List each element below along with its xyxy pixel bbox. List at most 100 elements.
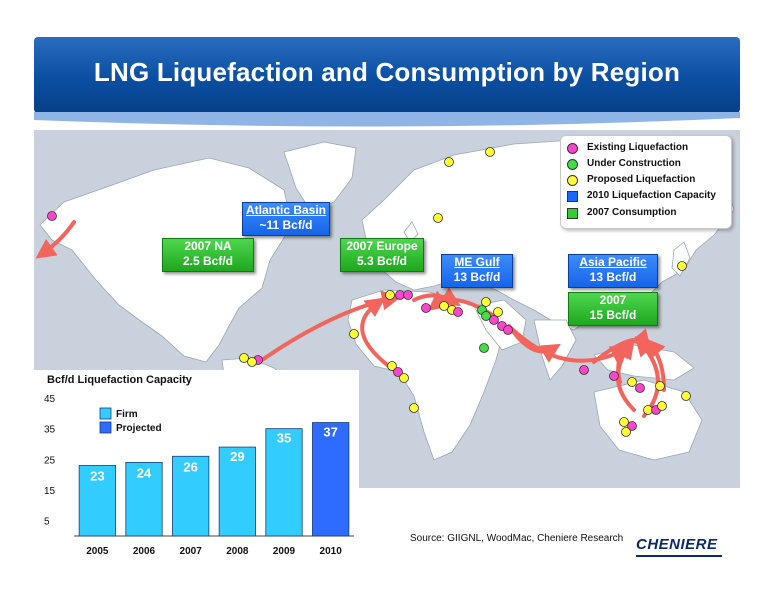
bar	[172, 455, 210, 537]
bar-value-label: 26	[183, 459, 197, 474]
marker-proposed	[481, 297, 491, 307]
capacity-chart-title: Bcf/d Liquefaction Capacity	[47, 374, 192, 386]
marker-proposed	[409, 403, 419, 413]
marker-existing	[489, 315, 499, 325]
marker-proposed	[439, 301, 449, 311]
marker-proposed	[247, 357, 257, 367]
callout-atlantic-basin: Atlantic Basin ~11 Bcf/d	[242, 202, 330, 236]
chart-legend-label-firm: Firm	[116, 409, 138, 420]
marker-existing	[403, 290, 413, 300]
x-tick-label: 2010	[320, 546, 343, 557]
marker-proposed	[385, 290, 395, 300]
terminal-markers	[47, 147, 691, 437]
marker-existing	[635, 383, 645, 393]
marker-proposed	[621, 427, 631, 437]
map-legend: Existing Liquefaction Under Construction…	[560, 135, 732, 229]
x-tick-label: 2005	[86, 546, 109, 557]
marker-existing	[503, 325, 513, 335]
callout-me-gulf-line1: ME Gulf	[454, 255, 500, 269]
title-swoosh	[34, 112, 740, 127]
callout-na-line1: 2007 NA	[184, 239, 232, 253]
legend-label-existing: Existing Liquefaction	[587, 142, 689, 153]
callout-asia-cons-line1: 2007	[599, 293, 627, 307]
bar	[218, 446, 256, 537]
bar-value-label: 29	[230, 449, 244, 464]
marker-proposed	[681, 391, 691, 401]
marker-proposed	[239, 353, 249, 363]
callout-europe-consumption: 2007 Europe 5.3 Bcf/d	[340, 238, 424, 272]
marker-proposed	[677, 261, 687, 271]
chart-legend-swatch-firm	[99, 407, 112, 420]
bar	[125, 462, 163, 537]
x-tick-label: 2009	[273, 546, 296, 557]
legend-swatch-existing	[567, 143, 578, 154]
marker-existing	[421, 303, 431, 313]
x-tick-label: 2006	[133, 546, 156, 557]
arrow-australia-north	[614, 338, 636, 412]
chart-legend-swatch-projected	[99, 421, 112, 434]
page-title: LNG Liquefaction and Consumption by Regi…	[93, 57, 681, 87]
marker-existing	[627, 421, 637, 431]
callout-europe-line1: 2007 Europe	[346, 239, 418, 253]
marker-proposed	[619, 417, 629, 427]
legend-label-proposed: Proposed Liquefaction	[587, 174, 696, 185]
bar-value-label: 24	[137, 465, 152, 480]
x-tick-label: 2007	[180, 546, 203, 557]
marker-existing	[579, 365, 589, 375]
chart-legend-label-projected: Projected	[116, 423, 162, 434]
arrow-alaska	[35, 220, 76, 259]
logo-underline	[636, 555, 722, 557]
callout-na-consumption: 2007 NA 2.5 Bcf/d	[162, 238, 254, 272]
legend-swatch-capacity	[567, 191, 578, 202]
legend-label-consumption: 2007 Consumption	[587, 207, 677, 218]
callout-asia-cons-line2: 15 Bcf/d	[589, 308, 637, 322]
arrow-gulf-india	[510, 328, 561, 363]
callout-na-line2: 2.5 Bcf/d	[182, 254, 233, 268]
callout-asia-pacific: Asia Pacific 13 Bcf/d	[568, 254, 658, 288]
bar-value-label: 37	[323, 425, 337, 440]
callout-me-gulf-line2: 13 Bcf/d	[453, 270, 501, 284]
marker-existing	[453, 307, 463, 317]
y-tick-label: 35	[44, 425, 56, 436]
marker-proposed	[657, 401, 667, 411]
marker-proposed	[655, 381, 665, 391]
title-bar: LNG Liquefaction and Consumption by Regi…	[34, 37, 740, 113]
marker-proposed	[444, 157, 454, 167]
marker-under-construction	[481, 311, 491, 321]
marker-existing	[393, 367, 403, 377]
legend-label-capacity: 2010 Liquefaction Capacity	[587, 190, 716, 201]
callout-me-gulf: ME Gulf 13 Bcf/d	[441, 254, 513, 288]
y-tick-label: 5	[44, 517, 50, 528]
marker-proposed	[485, 147, 495, 157]
x-tick-label: 2008	[226, 546, 249, 557]
callout-europe-line2: 5.3 Bcf/d	[356, 254, 407, 268]
legend-swatch-proposed	[567, 175, 578, 186]
legend-swatch-consumption	[567, 208, 578, 219]
greenland	[283, 141, 357, 211]
bar	[312, 422, 350, 537]
source-note: Source: GIIGNL, WoodMac, Cheniere Resear…	[410, 533, 624, 544]
callout-atlantic-basin-line2: ~11 Bcf/d	[259, 218, 313, 232]
marker-existing	[609, 371, 619, 381]
y-tick-label: 25	[44, 455, 56, 466]
marker-proposed	[349, 329, 359, 339]
marker-proposed	[433, 213, 443, 223]
marker-proposed	[399, 373, 409, 383]
callout-asia-consumption: 2007 15 Bcf/d	[568, 292, 658, 326]
marker-proposed	[387, 361, 397, 371]
marker-existing	[47, 211, 57, 221]
callout-asia-pacific-line2: 13 Bcf/d	[589, 270, 637, 284]
marker-under-construction	[479, 343, 489, 353]
logo-text: CHENIERE	[636, 536, 718, 553]
cheniere-logo: CHENIERE	[636, 536, 724, 558]
arrow-gulf-asia	[507, 324, 632, 365]
capacity-bar-chart: 5 15 25 35 45 23 2005 24 2006 26 2007 29 2008 35 2009 3…	[44, 394, 354, 557]
bar-value-label: 23	[90, 468, 104, 483]
bar	[265, 428, 303, 537]
bar	[78, 465, 116, 537]
marker-proposed	[493, 307, 503, 317]
callout-asia-pacific-line1: Asia Pacific	[579, 255, 647, 269]
bar-value-label: 35	[277, 431, 291, 446]
arrow-africa-europe	[360, 297, 396, 372]
